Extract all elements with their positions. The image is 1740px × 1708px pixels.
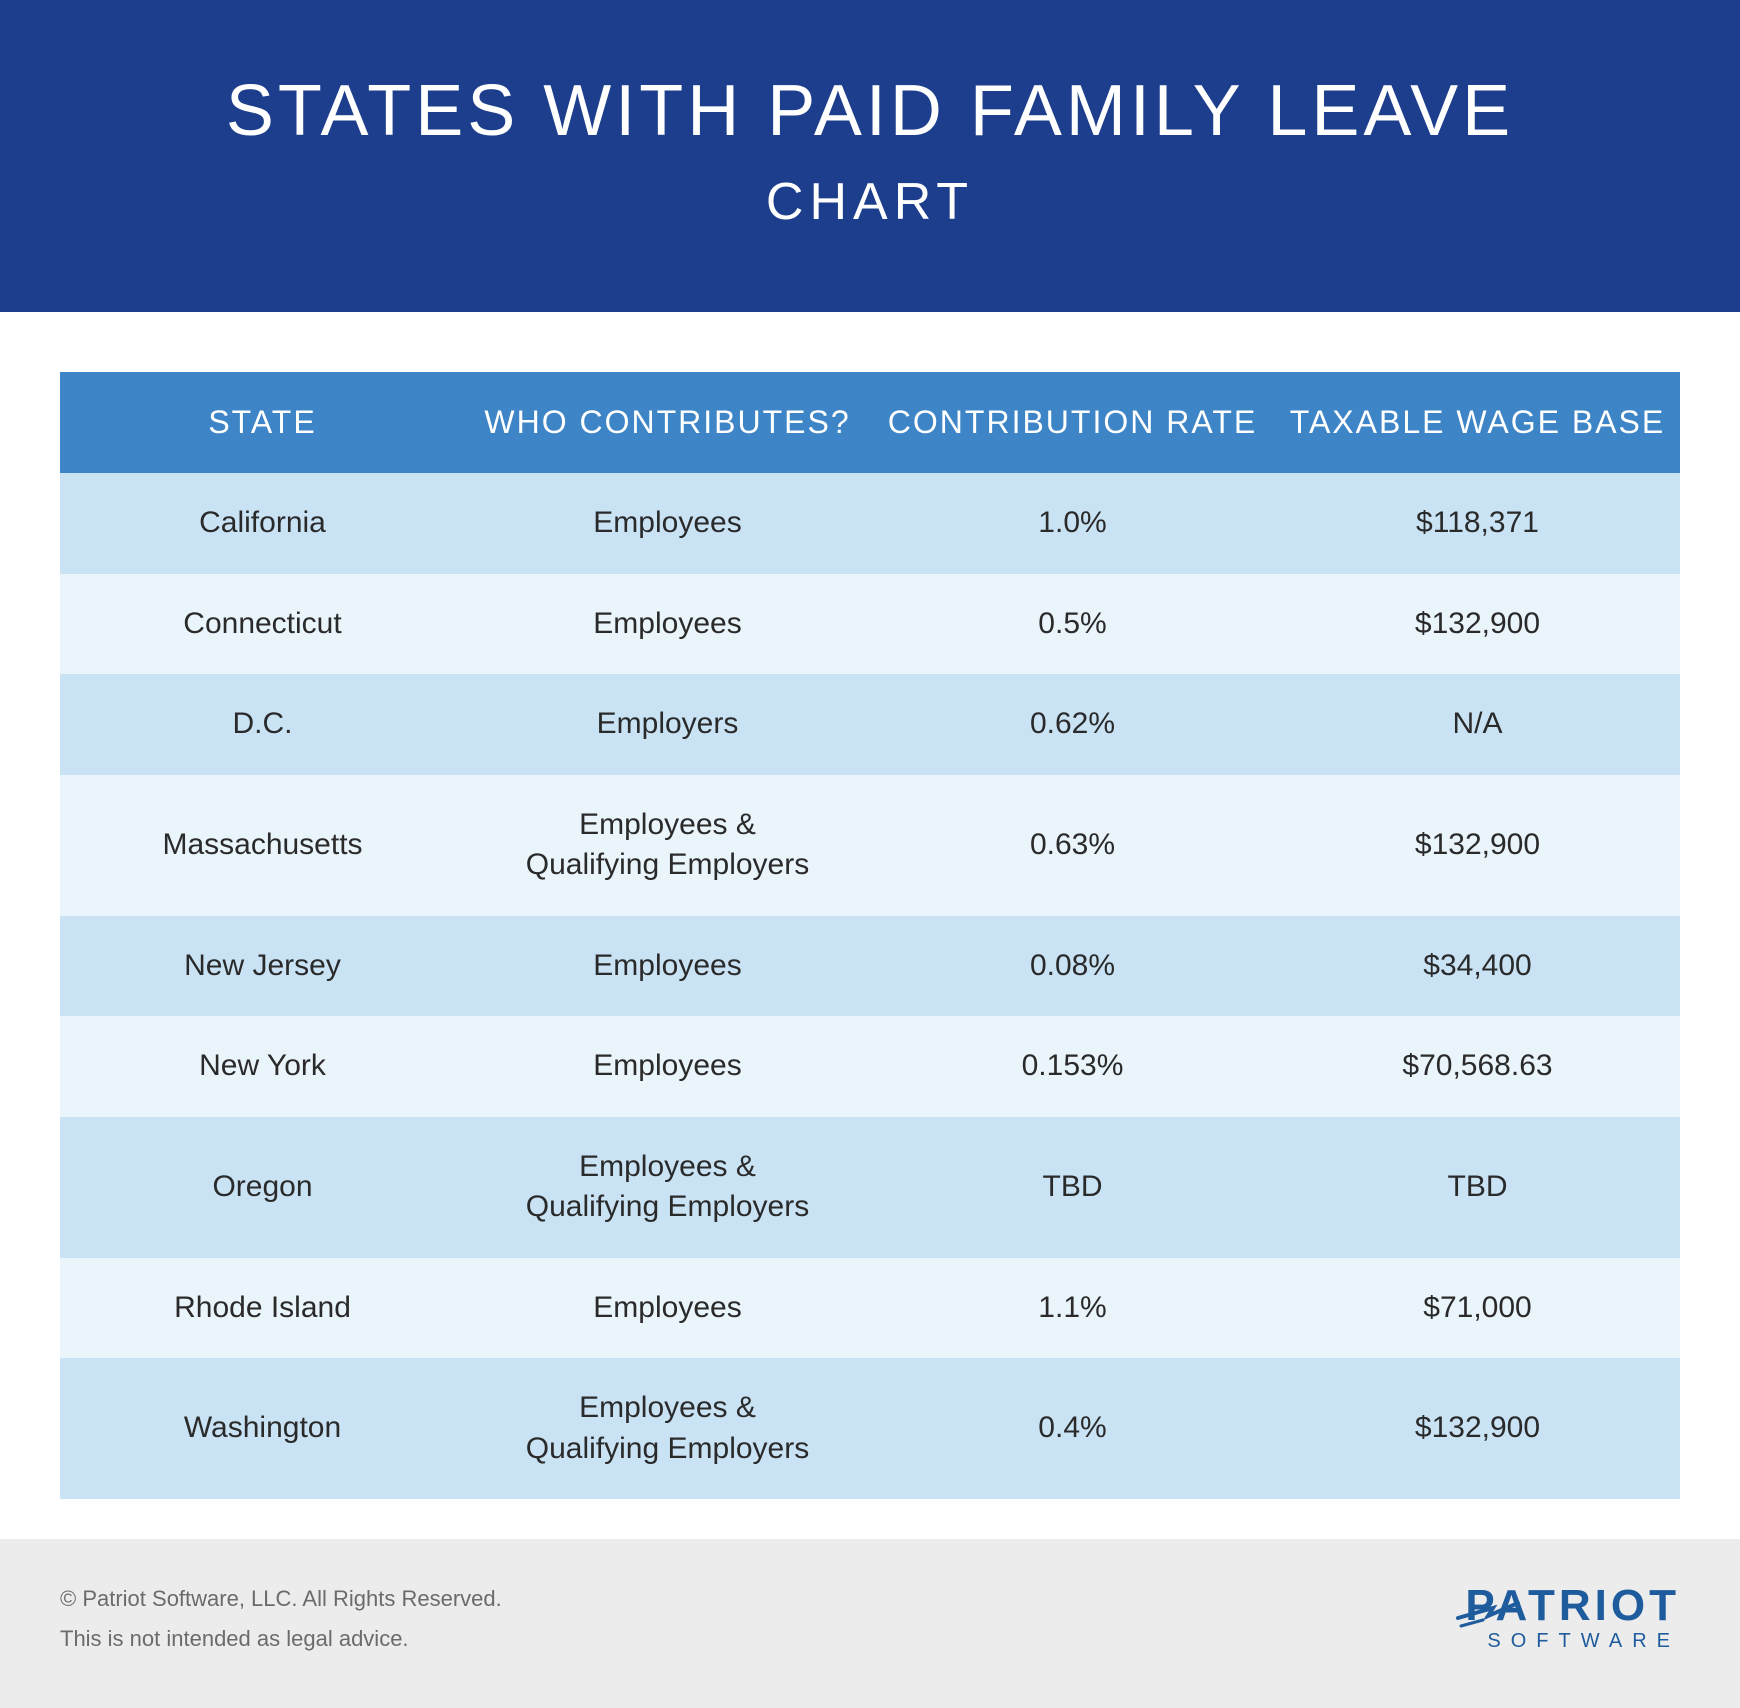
table-cell: Employees bbox=[465, 574, 870, 675]
table-cell: Connecticut bbox=[60, 574, 465, 675]
table-cell: Washington bbox=[60, 1358, 465, 1499]
table-cell: Employees &Qualifying Employers bbox=[465, 1358, 870, 1499]
table-cell: Employees bbox=[465, 1016, 870, 1117]
table-cell: Employees bbox=[465, 916, 870, 1017]
table-cell: $132,900 bbox=[1275, 574, 1680, 675]
table-head: STATEWHO CONTRIBUTES?CONTRIBUTION RATETA… bbox=[60, 372, 1680, 473]
footer-bar: © Patriot Software, LLC. All Rights Rese… bbox=[0, 1539, 1740, 1708]
column-header: WHO CONTRIBUTES? bbox=[465, 372, 870, 473]
pfl-table: STATEWHO CONTRIBUTES?CONTRIBUTION RATETA… bbox=[60, 372, 1680, 1499]
table-cell: Employers bbox=[465, 674, 870, 775]
table-cell: 1.0% bbox=[870, 473, 1275, 574]
table-row: WashingtonEmployees &Qualifying Employer… bbox=[60, 1358, 1680, 1499]
table-cell: N/A bbox=[1275, 674, 1680, 775]
page-title: STATES WITH PAID FAMILY LEAVE bbox=[40, 70, 1700, 152]
table-row: OregonEmployees &Qualifying EmployersTBD… bbox=[60, 1117, 1680, 1258]
copyright-text: © Patriot Software, LLC. All Rights Rese… bbox=[60, 1579, 502, 1619]
table-cell: $132,900 bbox=[1275, 775, 1680, 916]
patriot-logo: PATRIOT SOFTWARE bbox=[1465, 1584, 1680, 1653]
table-cell: 0.5% bbox=[870, 574, 1275, 675]
table-row: Rhode IslandEmployees1.1%$71,000 bbox=[60, 1258, 1680, 1359]
table-row: D.C.Employers0.62%N/A bbox=[60, 674, 1680, 775]
page-subtitle: CHART bbox=[40, 172, 1700, 232]
table-cell: 1.1% bbox=[870, 1258, 1275, 1359]
table-row: CaliforniaEmployees1.0%$118,371 bbox=[60, 473, 1680, 574]
column-header: CONTRIBUTION RATE bbox=[870, 372, 1275, 473]
table-cell: Employees &Qualifying Employers bbox=[465, 1117, 870, 1258]
table-cell: $132,900 bbox=[1275, 1358, 1680, 1499]
table-cell: Employees bbox=[465, 473, 870, 574]
logo-brand-name: PATRIOT bbox=[1465, 1584, 1680, 1628]
table-cell: Massachusetts bbox=[60, 775, 465, 916]
table-cell: Rhode Island bbox=[60, 1258, 465, 1359]
table-cell: New Jersey bbox=[60, 916, 465, 1017]
header-banner: STATES WITH PAID FAMILY LEAVE CHART bbox=[0, 0, 1740, 312]
table-row: MassachusettsEmployees &Qualifying Emplo… bbox=[60, 775, 1680, 916]
column-header: STATE bbox=[60, 372, 465, 473]
table-header-row: STATEWHO CONTRIBUTES?CONTRIBUTION RATETA… bbox=[60, 372, 1680, 473]
table-cell: 0.63% bbox=[870, 775, 1275, 916]
table-cell: $34,400 bbox=[1275, 916, 1680, 1017]
table-row: ConnecticutEmployees0.5%$132,900 bbox=[60, 574, 1680, 675]
table-cell: TBD bbox=[1275, 1117, 1680, 1258]
column-header: TAXABLE WAGE BASE bbox=[1275, 372, 1680, 473]
table-cell: 0.153% bbox=[870, 1016, 1275, 1117]
table-cell: $118,371 bbox=[1275, 473, 1680, 574]
table-cell: $71,000 bbox=[1275, 1258, 1680, 1359]
table-cell: California bbox=[60, 473, 465, 574]
table-cell: D.C. bbox=[60, 674, 465, 775]
disclaimer-text: This is not intended as legal advice. bbox=[60, 1619, 502, 1659]
table-section: STATEWHO CONTRIBUTES?CONTRIBUTION RATETA… bbox=[0, 312, 1740, 1539]
logo-swoosh-icon bbox=[1453, 1598, 1523, 1638]
table-row: New YorkEmployees0.153%$70,568.63 bbox=[60, 1016, 1680, 1117]
table-cell: TBD bbox=[870, 1117, 1275, 1258]
infographic-container: STATES WITH PAID FAMILY LEAVE CHART STAT… bbox=[0, 0, 1740, 1708]
table-cell: Employees &Qualifying Employers bbox=[465, 775, 870, 916]
table-cell: Employees bbox=[465, 1258, 870, 1359]
table-cell: 0.62% bbox=[870, 674, 1275, 775]
table-cell: 0.4% bbox=[870, 1358, 1275, 1499]
table-cell: New York bbox=[60, 1016, 465, 1117]
footer-text: © Patriot Software, LLC. All Rights Rese… bbox=[60, 1579, 502, 1658]
table-body: CaliforniaEmployees1.0%$118,371Connectic… bbox=[60, 473, 1680, 1499]
table-cell: 0.08% bbox=[870, 916, 1275, 1017]
table-row: New JerseyEmployees0.08%$34,400 bbox=[60, 916, 1680, 1017]
table-cell: $70,568.63 bbox=[1275, 1016, 1680, 1117]
table-cell: Oregon bbox=[60, 1117, 465, 1258]
